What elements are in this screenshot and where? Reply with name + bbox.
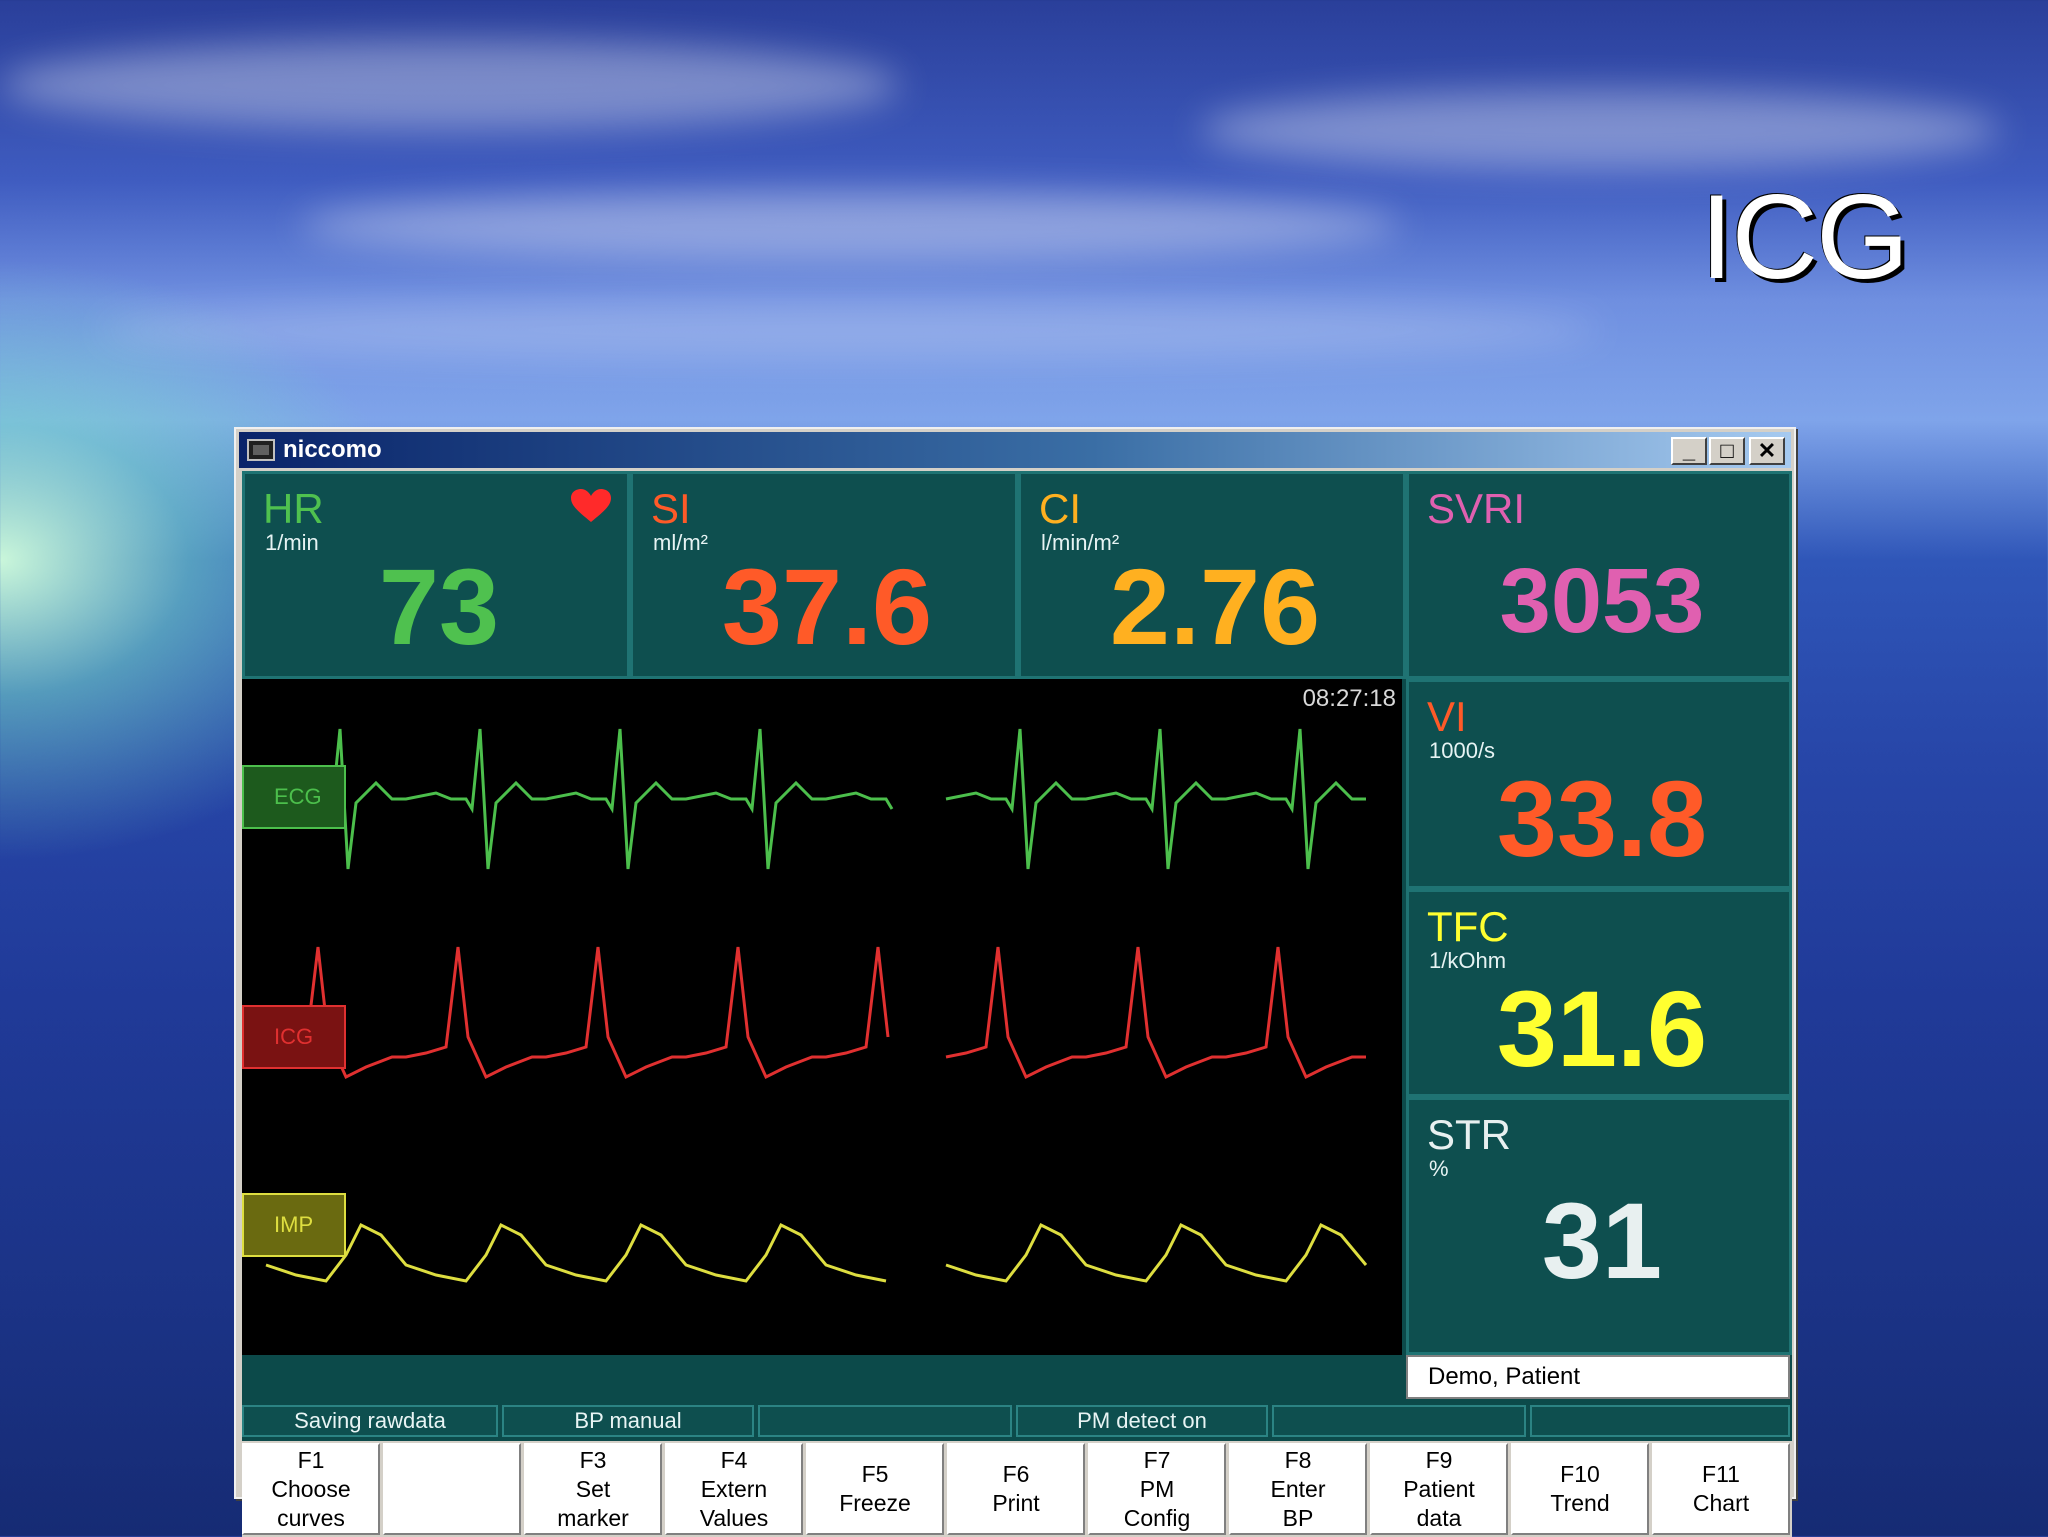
tfc-value: 31.6: [1496, 968, 1708, 1089]
fkey-label: Values: [699, 1504, 769, 1531]
hr-tile[interactable]: HR 1/min 73: [242, 471, 630, 679]
f10-trend-button[interactable]: F10 Trend: [1511, 1443, 1649, 1535]
f1-choose-curves-button[interactable]: F1 Choose curves: [242, 1443, 380, 1535]
status-field: [1530, 1405, 1790, 1437]
clock-display: 08:27:18: [1302, 685, 1396, 712]
fkey-label: Config: [1123, 1504, 1191, 1531]
status-field: Saving rawdata: [242, 1405, 498, 1437]
fkey-number: F1: [297, 1446, 325, 1473]
fkey-label: curves: [277, 1504, 345, 1531]
si-unit: ml/m²: [653, 530, 708, 555]
status-field: PM detect on: [1016, 1405, 1268, 1437]
si-label: SI: [651, 485, 691, 532]
background-cloud: [100, 300, 1600, 360]
hr-label: HR: [263, 485, 324, 532]
status-field: BP manual: [502, 1405, 754, 1437]
background-cloud: [300, 190, 1400, 260]
status-field: [758, 1405, 1012, 1437]
function-key-bar: F1 Choose curves F3 Set marker F4 Extern…: [242, 1441, 1792, 1537]
f9-patient-data-button[interactable]: F9 Patient data: [1370, 1443, 1508, 1535]
monitor-icon[interactable]: [247, 439, 275, 461]
imp-trace: [265, 1222, 1368, 1283]
background-cloud: [1200, 90, 2000, 170]
window-title: niccomo: [283, 436, 382, 463]
fkey-label: Print: [992, 1490, 1040, 1516]
fkey-label: Trend: [1550, 1490, 1610, 1516]
fkey-label: Freeze: [839, 1490, 911, 1516]
ci-tile[interactable]: CI l/min/m² 2.76: [1018, 471, 1406, 679]
ecg-trace: [265, 728, 1366, 870]
heart-icon: [571, 489, 611, 522]
f2-blank-button[interactable]: [383, 1443, 521, 1535]
fkey-label: Extern: [700, 1475, 768, 1502]
fkey-number: F11: [1702, 1461, 1740, 1487]
f11-chart-button[interactable]: F11 Chart: [1652, 1443, 1790, 1535]
fkey-label: Choose: [271, 1475, 351, 1502]
tfc-unit: 1/kOhm: [1429, 948, 1507, 973]
fkey-number: F8: [1284, 1446, 1312, 1473]
icg-trace: [265, 946, 1366, 1080]
fkey-label: Chart: [1692, 1490, 1750, 1516]
f5-freeze-button[interactable]: F5 Freeze: [806, 1443, 944, 1535]
status-bar: Saving rawdata BP manual PM detect on: [242, 1403, 1792, 1439]
imp-channel-label[interactable]: IMP: [242, 1193, 346, 1257]
ci-label: CI: [1039, 485, 1081, 532]
minimize-button[interactable]: _: [1671, 437, 1707, 465]
si-value: 37.6: [721, 546, 933, 667]
monitor-display: HR 1/min 73 SI ml/m² 37.6 CI l/min/m² 2.…: [242, 471, 1792, 1537]
fkey-number: F9: [1425, 1446, 1453, 1473]
tfc-label: TFC: [1427, 903, 1509, 950]
vi-unit: 1000/s: [1429, 738, 1496, 763]
f7-pm-config-button[interactable]: F7 PM Config: [1088, 1443, 1226, 1535]
fkey-number: F6: [1002, 1461, 1030, 1487]
fkey-label: Patient: [1403, 1475, 1475, 1502]
slide-title: ICG: [1700, 170, 1909, 304]
hr-unit: 1/min: [265, 530, 319, 555]
f4-extern-values-button[interactable]: F4 Extern Values: [665, 1443, 803, 1535]
str-unit: %: [1429, 1156, 1449, 1181]
fkey-number: F4: [720, 1446, 748, 1473]
str-label: STR: [1427, 1111, 1511, 1158]
fkey-number: F10: [1560, 1461, 1600, 1487]
icg-channel-label[interactable]: ICG: [242, 1005, 346, 1069]
maximize-button[interactable]: □: [1709, 437, 1745, 465]
ci-value: 2.76: [1109, 546, 1321, 667]
hr-value: 73: [378, 546, 500, 667]
vi-label: VI: [1427, 693, 1467, 740]
patient-name[interactable]: Demo, Patient: [1406, 1355, 1790, 1399]
svri-tile[interactable]: SVRI 3053: [1406, 471, 1792, 679]
ci-unit: l/min/m²: [1041, 530, 1120, 555]
f3-set-marker-button[interactable]: F3 Set marker: [524, 1443, 662, 1535]
close-button[interactable]: ✕: [1749, 437, 1785, 465]
fkey-label: Enter: [1270, 1475, 1326, 1502]
title-bar[interactable]: niccomo _ □ ✕: [239, 432, 1791, 468]
fkey-label: marker: [557, 1504, 629, 1531]
app-window: niccomo _ □ ✕ HR 1/min 73 SI ml/m² 37.6 …: [234, 427, 1796, 1537]
waveform-canvas: [265, 728, 1368, 1283]
tfc-tile[interactable]: TFC 1/kOhm 31.6: [1406, 889, 1792, 1097]
f8-enter-bp-button[interactable]: F8 Enter BP: [1229, 1443, 1367, 1535]
vi-value: 33.8: [1496, 758, 1708, 879]
fkey-label: BP: [1282, 1504, 1314, 1531]
fkey-number: F7: [1143, 1446, 1171, 1473]
waveform-area[interactable]: 08:27:18 ECG ICG IMP: [242, 679, 1402, 1355]
status-field: [1272, 1405, 1526, 1437]
fkey-number: F5: [861, 1461, 889, 1487]
svri-value: 3053: [1499, 550, 1705, 652]
fkey-number: F3: [579, 1446, 607, 1473]
si-tile[interactable]: SI ml/m² 37.6: [630, 471, 1018, 679]
str-value: 31: [1541, 1180, 1663, 1301]
vi-tile[interactable]: VI 1000/s 33.8: [1406, 679, 1792, 889]
ecg-channel-label[interactable]: ECG: [242, 765, 346, 829]
f6-print-button[interactable]: F6 Print: [947, 1443, 1085, 1535]
fkey-label: PM: [1139, 1475, 1175, 1502]
fkey-label: data: [1416, 1504, 1462, 1531]
background-cloud: [0, 40, 900, 130]
svri-label: SVRI: [1427, 485, 1526, 532]
fkey-label: Set: [575, 1475, 611, 1502]
str-tile[interactable]: STR % 31: [1406, 1097, 1792, 1355]
